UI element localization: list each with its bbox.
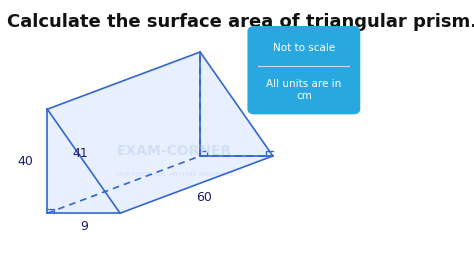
Text: 41: 41 <box>72 147 88 160</box>
Text: All units are in
cm: All units are in cm <box>266 79 341 101</box>
Text: EXAM-CORNER: EXAM-CORNER <box>117 144 232 158</box>
Text: LIVE FEEDBACK, ANYTIME ANYWHERE: LIVE FEEDBACK, ANYTIME ANYWHERE <box>116 172 234 177</box>
Text: 40: 40 <box>18 155 33 168</box>
Text: Not to scale: Not to scale <box>273 43 335 53</box>
Polygon shape <box>47 109 120 213</box>
Polygon shape <box>47 156 273 213</box>
Polygon shape <box>47 52 273 213</box>
Text: 9: 9 <box>80 220 88 233</box>
Text: Calculate the surface area of triangular prism.: Calculate the surface area of triangular… <box>7 13 474 31</box>
Text: 60: 60 <box>196 191 212 204</box>
FancyBboxPatch shape <box>247 26 360 114</box>
